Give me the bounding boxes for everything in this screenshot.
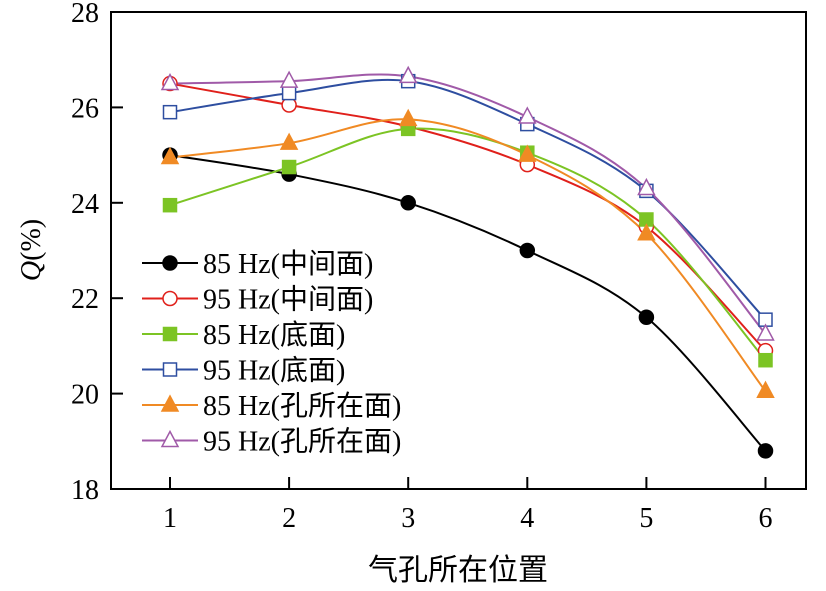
x-tick-label: 1 [163, 503, 177, 534]
data-point [519, 242, 536, 259]
series-markers [160, 65, 775, 459]
data-point [162, 197, 178, 213]
legend-marker [160, 394, 180, 412]
legend-label: 95 Hz(底面) [203, 355, 345, 387]
data-point [160, 146, 180, 165]
y-axis-label: Q(%) [16, 219, 47, 281]
data-point [281, 85, 297, 101]
data-point [281, 159, 297, 175]
data-point [758, 352, 773, 368]
data-point [279, 132, 299, 150]
series-line [169, 82, 767, 352]
legend-label: 95 Hz(中间面) [203, 284, 373, 316]
series-line [169, 127, 767, 361]
data-point [756, 380, 775, 398]
x-tick-label: 4 [520, 503, 534, 534]
x-tick-label: 6 [759, 503, 773, 534]
axis-ticks: 1 2 3 4 5 6 18 20 22 24 26 28 [71, 0, 773, 534]
data-point [518, 106, 537, 124]
data-point [637, 177, 656, 196]
data-point [160, 72, 180, 91]
y-tick-label: 22 [71, 284, 99, 315]
x-tick-label: 2 [282, 503, 296, 534]
data-point [398, 108, 418, 127]
y-tick-label: 28 [71, 0, 99, 29]
legend-label: 85 Hz(底面) [203, 319, 345, 351]
data-point [400, 195, 416, 211]
x-tick-label: 3 [401, 503, 415, 534]
y-tick-label: 26 [71, 93, 99, 124]
x-tick-label: 5 [639, 503, 653, 534]
data-point [638, 309, 655, 326]
data-point [518, 144, 537, 162]
legend-label: 85 Hz(中间面) [203, 248, 373, 280]
y-tick-label: 20 [71, 380, 99, 411]
x-axis-label: 气孔所在位置 [368, 554, 548, 586]
y-tick-label: 18 [71, 475, 99, 506]
legend-marker [162, 290, 178, 307]
y-tick-label: 24 [71, 189, 99, 220]
data-point [398, 65, 418, 84]
data-point [757, 443, 774, 459]
legend-marker [162, 362, 178, 377]
data-point [162, 104, 178, 120]
data-point [637, 223, 656, 241]
plot-frame [110, 11, 807, 490]
legend-marker [162, 255, 178, 271]
legend-label: 95 Hz(孔所在面) [203, 426, 401, 458]
legend-marker [162, 326, 178, 342]
legend: 85 Hz(中间面) 95 Hz(中间面)85 Hz(底面) 95 Hz(底面)85… [142, 248, 401, 458]
legend-label: 85 Hz(孔所在面) [203, 390, 401, 422]
data-point [756, 323, 775, 341]
data-point [279, 70, 299, 88]
legend-marker [160, 429, 180, 448]
